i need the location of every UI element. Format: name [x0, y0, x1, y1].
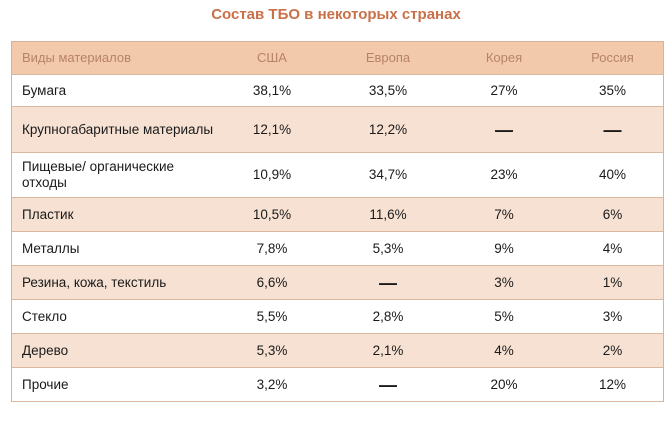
cell-usa: 6,6%	[256, 274, 288, 290]
cell-material: Пластик	[22, 206, 74, 222]
cell-korea: 23%	[490, 167, 518, 182]
cell-korea: 4%	[494, 342, 514, 358]
cell-usa: 3,2%	[256, 376, 288, 392]
cell-russia: 4%	[602, 240, 623, 256]
table-header-row: Виды материалов США Европа Корея Россия	[12, 41, 663, 75]
header-europe: Европа	[365, 50, 411, 65]
cell-material: Резина, кожа, текстиль	[22, 274, 167, 290]
cell-russia: 3%	[602, 308, 623, 324]
cell-material: Металлы	[22, 240, 80, 256]
cell-usa: 10,5%	[252, 206, 292, 222]
cell-russia: 1%	[602, 274, 623, 290]
table-row: Металлы 7,8% 5,3% 9% 4%	[12, 232, 663, 266]
cell-usa: 7,8%	[256, 240, 288, 256]
cell-material: Крупногабаритные материалы	[22, 121, 214, 137]
cell-usa: 5,5%	[256, 308, 288, 324]
cell-material: Пищевые/ органические отходы	[22, 159, 174, 190]
cell-europe: 12,2%	[368, 121, 408, 137]
cell-europe: 5,3%	[372, 240, 404, 256]
cell-korea: 27%	[490, 82, 518, 98]
cell-europe: —	[379, 272, 397, 293]
table-row: Крупногабаритные материалы 12,1% 12,2% —…	[12, 107, 663, 153]
cell-usa: 12,1%	[252, 121, 292, 137]
header-material: Виды материалов	[22, 50, 131, 65]
cell-material: Прочие	[22, 376, 69, 392]
cell-russia: 40%	[598, 167, 627, 182]
cell-usa: 38,1%	[252, 82, 292, 98]
cell-korea: —	[495, 119, 513, 140]
cell-usa: 5,3%	[256, 342, 288, 358]
table-row: Прочие 3,2% — 20% 12%	[12, 368, 663, 402]
cell-russia: —	[603, 119, 622, 140]
table-row: Пластик 10,5% 11,6% 7% 6%	[12, 198, 663, 232]
cell-material: Стекло	[22, 308, 67, 324]
cell-korea: 3%	[494, 274, 514, 290]
table-row: Бумага 38,1% 33,5% 27% 35%	[12, 75, 663, 107]
cell-korea: 20%	[490, 376, 518, 392]
cell-korea: 5%	[494, 308, 514, 324]
table-row: Дерево 5,3% 2,1% 4% 2%	[12, 334, 663, 368]
cell-europe: 2,8%	[372, 308, 404, 324]
cell-europe: —	[379, 374, 397, 395]
cell-europe: 11,6%	[369, 206, 407, 222]
cell-russia: 6%	[602, 206, 623, 222]
table-row: Стекло 5,5% 2,8% 5% 3%	[12, 300, 663, 334]
cell-russia: 35%	[598, 82, 627, 98]
cell-usa: 10,9%	[252, 167, 292, 182]
header-korea: Корея	[485, 50, 523, 65]
cell-material: Бумага	[22, 82, 67, 98]
cell-europe: 34,7%	[368, 167, 408, 182]
cell-europe: 33,5%	[368, 82, 408, 98]
cell-russia: 2%	[602, 342, 623, 358]
table-row: Пищевые/ органические отходы 10,9% 34,7%…	[12, 153, 663, 198]
page-title: Состав ТБО в некоторых странах	[211, 6, 461, 23]
cell-korea: 7%	[494, 206, 514, 222]
cell-europe: 2,1%	[372, 342, 404, 358]
header-usa: США	[257, 50, 287, 65]
waste-composition-table: Виды материалов США Европа Корея Россия …	[11, 41, 664, 402]
table-row: Резина, кожа, текстиль 6,6% — 3% 1%	[12, 266, 663, 300]
header-russia: Россия	[591, 50, 634, 65]
cell-material: Дерево	[22, 342, 69, 358]
cell-russia: 12%	[598, 376, 627, 392]
cell-korea: 9%	[494, 240, 514, 256]
